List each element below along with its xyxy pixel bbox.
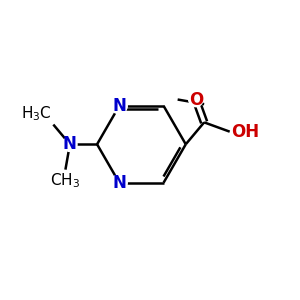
Text: CH$_3$: CH$_3$ (50, 171, 80, 190)
Circle shape (189, 92, 203, 107)
Text: H$_3$C: H$_3$C (21, 104, 52, 123)
Circle shape (63, 137, 77, 152)
Circle shape (111, 175, 127, 191)
Text: N: N (112, 97, 126, 115)
Text: OH: OH (231, 123, 259, 141)
Circle shape (111, 98, 127, 114)
Text: N: N (63, 135, 77, 153)
Text: N: N (112, 174, 126, 192)
Text: O: O (189, 91, 203, 109)
